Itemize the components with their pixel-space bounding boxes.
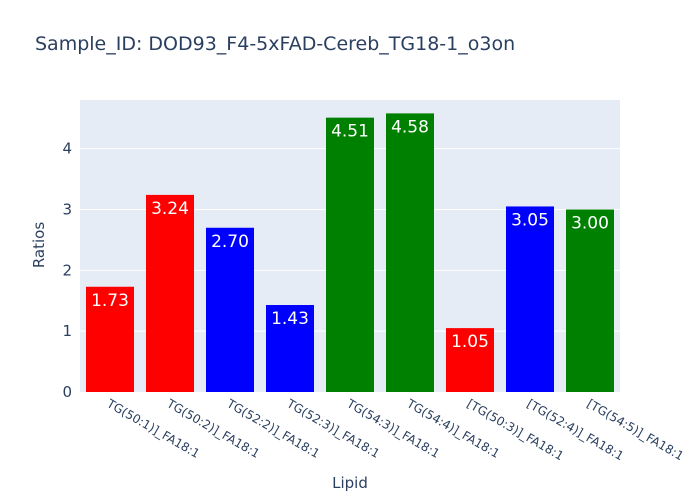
chart-title: Sample_ID: DOD93_F4-5xFAD-Cereb_TG18-1_o… xyxy=(35,33,515,55)
bar-value-label: 3.24 xyxy=(151,199,189,219)
y-tick-label: 4 xyxy=(62,140,72,158)
bar xyxy=(506,206,554,392)
bar-value-label: 1.43 xyxy=(271,309,309,329)
bar xyxy=(566,209,614,392)
bar-value-label: 3.05 xyxy=(511,210,549,230)
x-tick-label: [TG(54:5)]_FA18:1 xyxy=(585,396,687,463)
bar-value-label: 2.70 xyxy=(211,232,249,252)
bar-value-label: 1.73 xyxy=(91,291,129,311)
y-axis-ticks: 0 1 2 3 4 xyxy=(62,140,72,401)
bar xyxy=(206,227,254,392)
bar-value-label: 4.58 xyxy=(391,117,429,137)
bar-value-label: 3.00 xyxy=(571,214,609,234)
y-tick-label: 0 xyxy=(62,383,72,401)
y-tick-label: 3 xyxy=(62,201,72,219)
bar xyxy=(266,305,314,392)
x-tick-label: [TG(50:3)]_FA18:1 xyxy=(465,396,567,463)
bar xyxy=(446,328,494,392)
y-tick-label: 2 xyxy=(62,261,72,279)
bar-value-label: 1.05 xyxy=(451,332,489,352)
x-axis-title: Lipid xyxy=(332,474,368,492)
x-axis-ticks: TG(50:1)]_FA18:1TG(50:2)]_FA18:1TG(52:2)… xyxy=(104,396,686,463)
bar xyxy=(386,113,434,392)
y-axis-title: Ratios xyxy=(30,222,48,269)
bar-value-label: 4.51 xyxy=(331,122,369,142)
x-tick-label: [TG(52:4)]_FA18:1 xyxy=(525,396,627,463)
bar xyxy=(326,117,374,393)
bars xyxy=(86,113,614,393)
y-tick-label: 1 xyxy=(62,322,72,340)
bar xyxy=(86,286,134,392)
bar xyxy=(146,194,194,392)
bar-value-labels: 1.73 3.24 2.70 1.43 4.51 4.58 1.05 3.05 3.00 xyxy=(91,117,609,352)
